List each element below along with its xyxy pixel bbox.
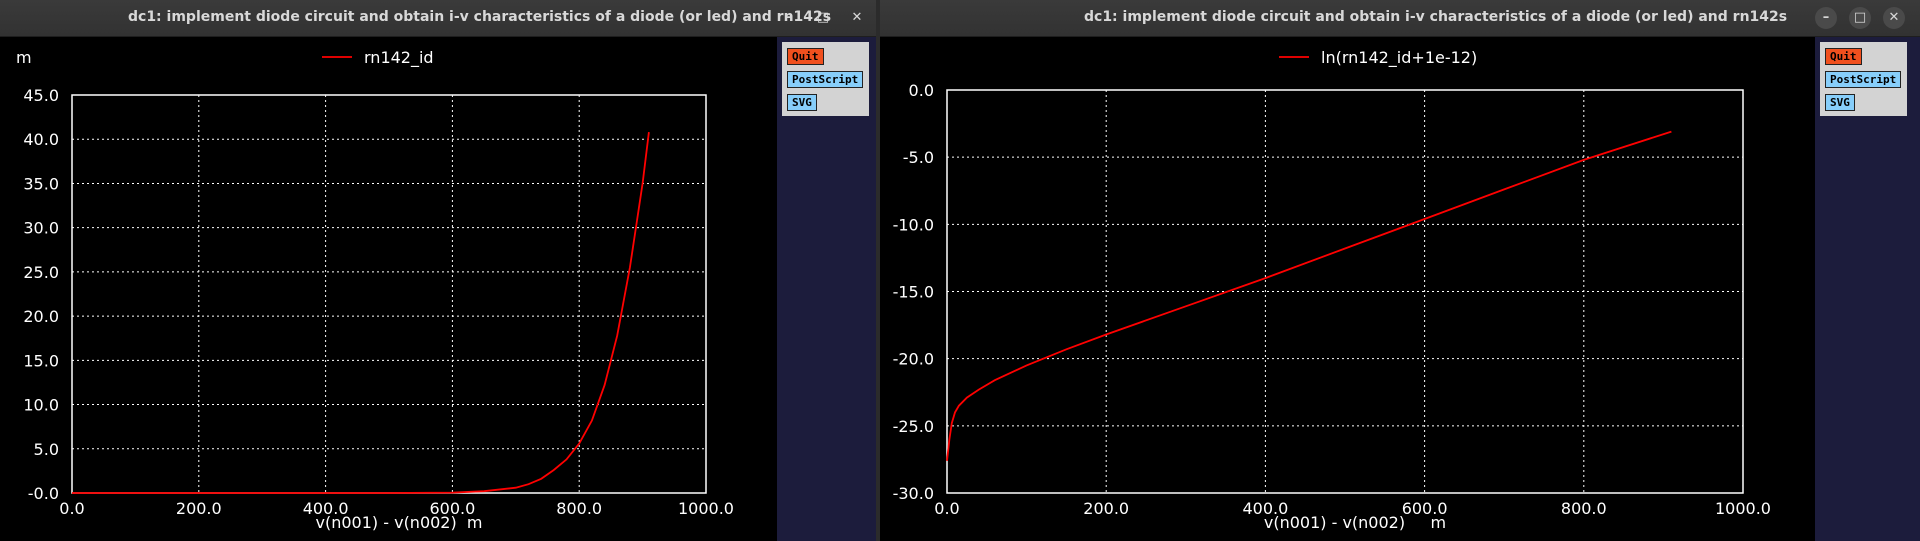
x-tick-label: 1000.0 (1715, 499, 1771, 518)
quit-button[interactable]: Quit (787, 48, 824, 65)
y-tick-label: -30.0 (893, 484, 934, 503)
x-tick-label: 600.0 (1402, 499, 1448, 518)
x-tick-label: 200.0 (1083, 499, 1129, 518)
x-axis-label: v(n001) - v(n002) m (316, 513, 483, 532)
minimize-button[interactable]: – (1815, 7, 1837, 29)
y-tick-label: -20.0 (893, 350, 934, 369)
y-tick-label: -10.0 (893, 215, 934, 234)
svg-button[interactable]: SVG (787, 94, 817, 111)
plot-canvas[interactable]: 0.0 200.0 400.0 600.0 800.0 1000.0 -0.0 5.0 10.0… (0, 37, 777, 541)
svg-button[interactable]: SVG (1825, 94, 1855, 111)
y-tick-label: 40.0 (23, 130, 59, 149)
plot-svg: 0.0 200.0 400.0 600.0 800.0 1000.0 -30.0 -25.0 -… (893, 48, 1771, 532)
x-tick-label: 1000.0 (678, 499, 734, 518)
maximize-button[interactable]: □ (816, 10, 830, 25)
x-tick-label: 600.0 (429, 499, 475, 518)
title-bar[interactable]: dc1: implement diode circuit and obtain … (880, 0, 1920, 37)
y-tick-label: 25.0 (23, 263, 59, 282)
x-tick-label: 0.0 (59, 499, 84, 518)
y-tick-label: 10.0 (23, 396, 59, 415)
y-tick-label: -5.0 (903, 148, 934, 167)
legend-label: ln(rn142_id+1e-12) (1321, 48, 1477, 68)
button-panel: Quit PostScript SVG (1815, 37, 1920, 541)
window-title: dc1: implement diode circuit and obtain … (128, 9, 832, 25)
series-line (946, 130, 1672, 461)
plot-frame (71, 94, 707, 494)
x-tick-label: 800.0 (1561, 499, 1607, 518)
y-tick-label: 30.0 (23, 219, 59, 238)
postscript-button[interactable]: PostScript (1825, 71, 1902, 88)
close-button[interactable]: ✕ (851, 10, 863, 25)
y-tick-label: 35.0 (23, 174, 59, 193)
y-tick-label: 5.0 (34, 440, 59, 459)
x-tick-label: 800.0 (556, 499, 602, 518)
series-line (72, 131, 650, 494)
y-tick-label: -0.0 (28, 484, 59, 503)
y-tick-label: 15.0 (23, 351, 59, 370)
maximize-button[interactable]: □ (1849, 7, 1871, 29)
y-tick-label: -25.0 (893, 417, 934, 436)
y-tick-label: 0.0 (909, 81, 934, 100)
quit-button[interactable]: Quit (1825, 48, 1862, 65)
postscript-button[interactable]: PostScript (787, 71, 864, 88)
x-tick-label: 200.0 (176, 499, 222, 518)
plot-window-2: dc1: implement diode circuit and obtain … (880, 0, 1920, 541)
button-box: Quit PostScript SVG (782, 42, 869, 116)
legend-label: rn142_id (364, 48, 434, 68)
button-box: Quit PostScript SVG (1820, 42, 1907, 116)
y-scale-label: m (16, 48, 32, 67)
x-tick-label: 400.0 (1242, 499, 1288, 518)
plot-svg: 0.0 200.0 400.0 600.0 800.0 1000.0 -0.0 5.0 10.0… (16, 48, 734, 532)
window-title: dc1: implement diode circuit and obtain … (1084, 9, 1788, 25)
plot-frame (946, 89, 1744, 494)
x-tick-label: 400.0 (303, 499, 349, 518)
x-axis-label: v(n001) - v(n002) m (1264, 513, 1446, 532)
y-tick-label: 45.0 (23, 86, 59, 105)
y-tick-label: -15.0 (893, 283, 934, 302)
close-button[interactable]: ✕ (1883, 7, 1905, 29)
plot-window-1: dc1: implement diode circuit and obtain … (0, 0, 876, 541)
title-bar[interactable]: dc1: implement diode circuit and obtain … (0, 0, 876, 37)
minimize-button[interactable]: – (785, 10, 793, 25)
y-tick-label: 20.0 (23, 307, 59, 326)
x-tick-label: 0.0 (934, 499, 959, 518)
plot-canvas[interactable]: 0.0 200.0 400.0 600.0 800.0 1000.0 -30.0 -25.0 -… (880, 37, 1815, 541)
button-panel: Quit PostScript SVG (777, 37, 876, 541)
